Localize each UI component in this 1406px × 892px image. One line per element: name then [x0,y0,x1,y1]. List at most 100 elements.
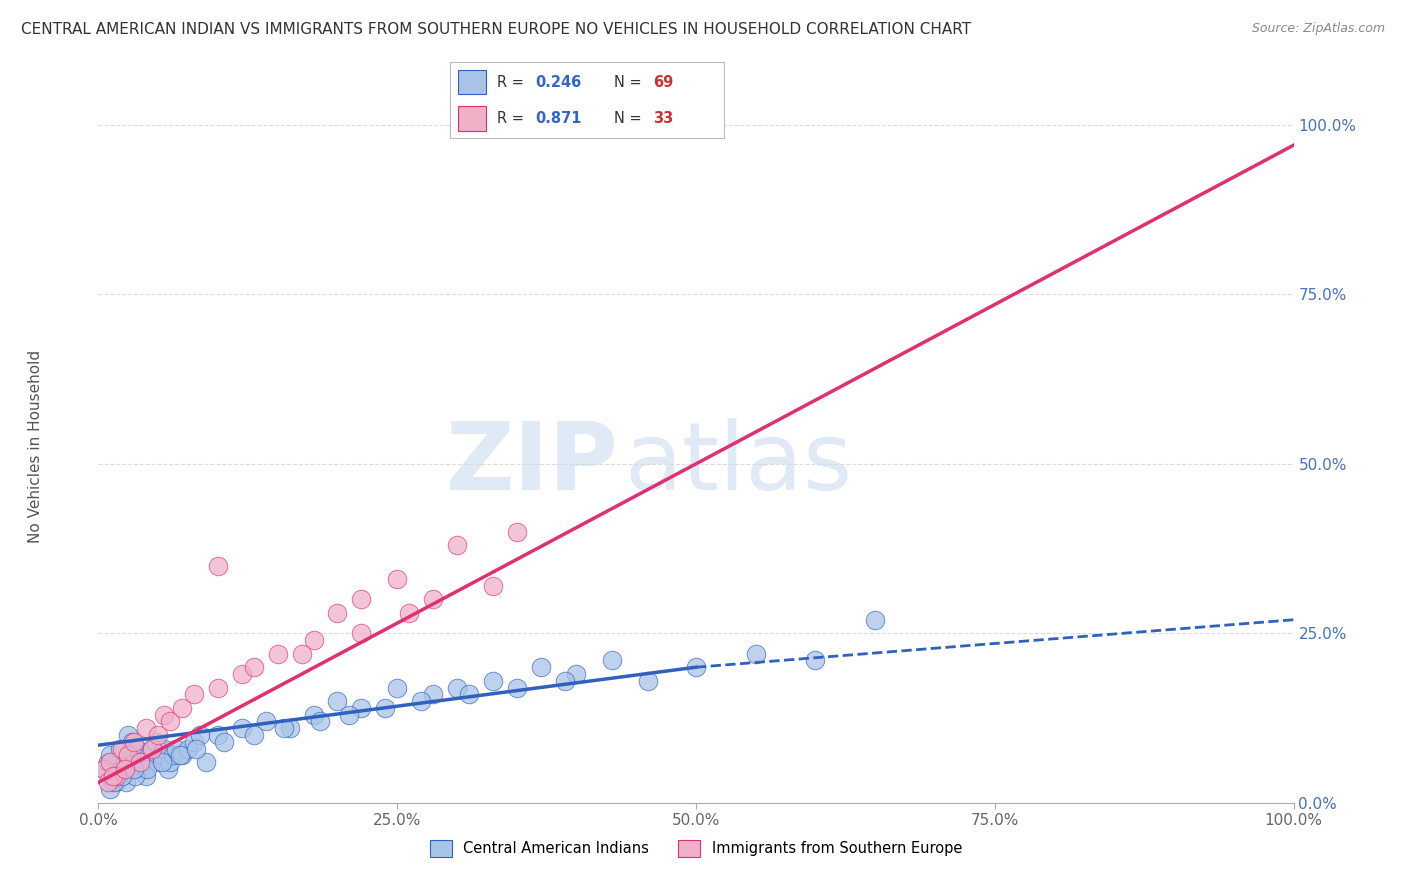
Point [101,769,124,783]
Point [129,755,152,769]
Text: 0.246: 0.246 [534,75,581,90]
Text: R =: R = [496,75,529,90]
Point [242,728,264,742]
Point [600,653,623,667]
Point [554,673,576,688]
Point [186,741,208,756]
Text: No Vehicles in Household: No Vehicles in Household [28,350,42,542]
Point [565,667,588,681]
Point [302,633,325,648]
Point [98,755,122,769]
Point [308,714,330,729]
Point [254,714,277,729]
Point [136,762,159,776]
Point [267,647,290,661]
Point [93,762,115,776]
Point [111,769,134,783]
Point [411,694,433,708]
Point [302,707,325,722]
Point [162,748,184,763]
Point [169,748,191,763]
Point [145,735,167,749]
Point [141,741,163,756]
Point [337,707,360,722]
Point [481,673,505,688]
Point [863,613,886,627]
Point [153,707,176,722]
Point [124,748,146,763]
Legend: Central American Indians, Immigrants from Southern Europe: Central American Indians, Immigrants fro… [423,834,969,863]
Point [422,687,444,701]
Point [135,769,157,783]
Point [124,769,146,783]
Point [150,755,173,769]
Point [159,714,181,729]
Point [290,647,312,661]
Text: atlas: atlas [624,417,852,510]
Point [183,735,205,749]
Point [207,728,229,742]
Point [207,558,229,573]
Point [685,660,707,674]
Point [93,762,115,776]
Point [231,667,253,681]
Text: 33: 33 [652,111,673,126]
Point [350,701,373,715]
Point [138,748,160,763]
Point [117,728,139,742]
Point [804,653,827,667]
Point [422,592,444,607]
Point [124,762,146,776]
Text: R =: R = [496,111,529,126]
Text: N =: N = [614,111,647,126]
Point [506,681,529,695]
Text: 0.871: 0.871 [534,111,582,126]
Point [326,606,349,620]
Point [156,762,179,776]
Point [183,687,205,701]
Point [148,755,170,769]
Point [446,538,468,552]
Point [153,741,176,756]
Point [117,748,139,763]
Point [114,762,136,776]
Point [172,748,194,763]
Point [105,775,128,789]
Point [457,687,479,701]
Point [446,681,468,695]
Point [105,769,128,783]
Point [149,748,172,763]
Point [103,775,125,789]
Point [111,762,134,776]
Point [97,755,120,769]
Point [135,721,157,735]
Point [637,673,659,688]
Point [124,735,146,749]
Text: Source: ZipAtlas.com: Source: ZipAtlas.com [1251,22,1385,36]
Point [132,762,155,776]
Point [374,701,396,715]
Point [148,728,170,742]
Point [385,681,409,695]
Point [326,694,349,708]
Point [242,660,264,674]
Point [159,755,181,769]
Point [111,741,134,756]
Point [114,755,136,769]
Point [231,721,253,735]
Point [273,721,295,735]
Point [101,769,124,783]
Point [165,741,187,756]
Point [115,775,138,789]
Point [172,701,194,715]
Point [350,626,373,640]
FancyBboxPatch shape [458,106,485,130]
Point [97,775,120,789]
Text: ZIP: ZIP [446,417,619,510]
Point [350,592,373,607]
Point [141,741,163,756]
Point [529,660,551,674]
Text: N =: N = [614,75,647,90]
Point [745,647,768,661]
Point [98,782,122,797]
